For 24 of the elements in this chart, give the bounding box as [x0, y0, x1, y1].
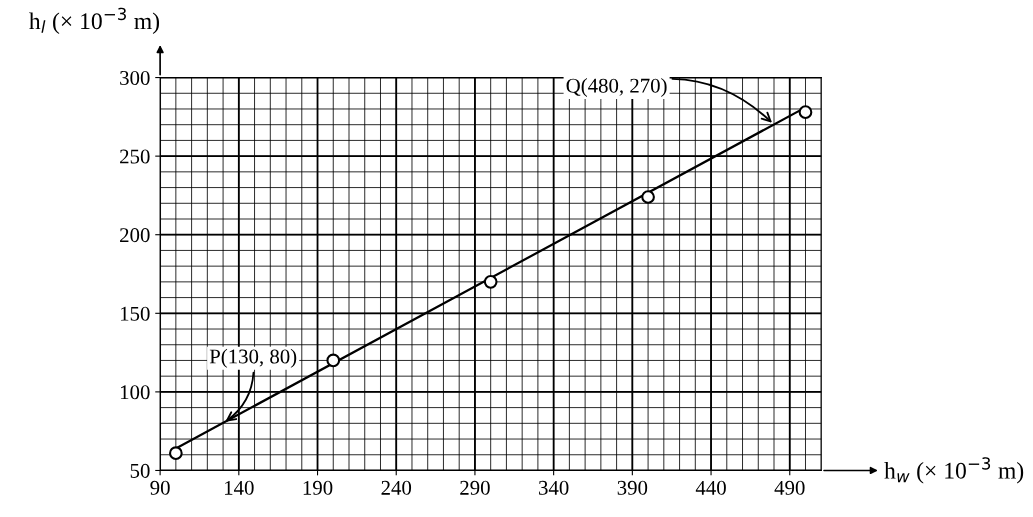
x-tick-label: 190 — [303, 480, 333, 495]
x-tick-label: 290 — [460, 480, 490, 495]
x-tick-label: 140 — [225, 480, 254, 495]
y-tick-label: 50 — [130, 463, 150, 478]
x-tick-label: 390 — [617, 480, 648, 495]
x-tick-label: 490 — [774, 480, 805, 495]
x-tick-label: 340 — [539, 480, 569, 495]
y-tick-label: 300 — [120, 70, 150, 85]
x-tick-label: 90 — [150, 480, 170, 495]
point — [641, 190, 655, 204]
y-tick-label: 250 — [120, 149, 150, 164]
y-tick-label: 100 — [120, 385, 150, 400]
point — [798, 105, 813, 119]
point — [169, 446, 183, 461]
annotation: Q(480, 270) — [566, 78, 667, 97]
point — [326, 353, 341, 368]
point — [483, 275, 498, 289]
annotation: P(130, 80) — [209, 348, 297, 368]
y-tick-label: 200 — [120, 228, 150, 243]
x-tick-label: 240 — [381, 480, 412, 495]
x-axis-title: h$_{w}$ (× 10$^{−3}$ m) — [884, 457, 1024, 484]
y-tick-label: 150 — [120, 306, 150, 321]
x-tick-label: 440 — [695, 480, 726, 495]
y-axis-title: h$_{l}$ (× 10$^{−3}$ m) — [29, 7, 160, 34]
